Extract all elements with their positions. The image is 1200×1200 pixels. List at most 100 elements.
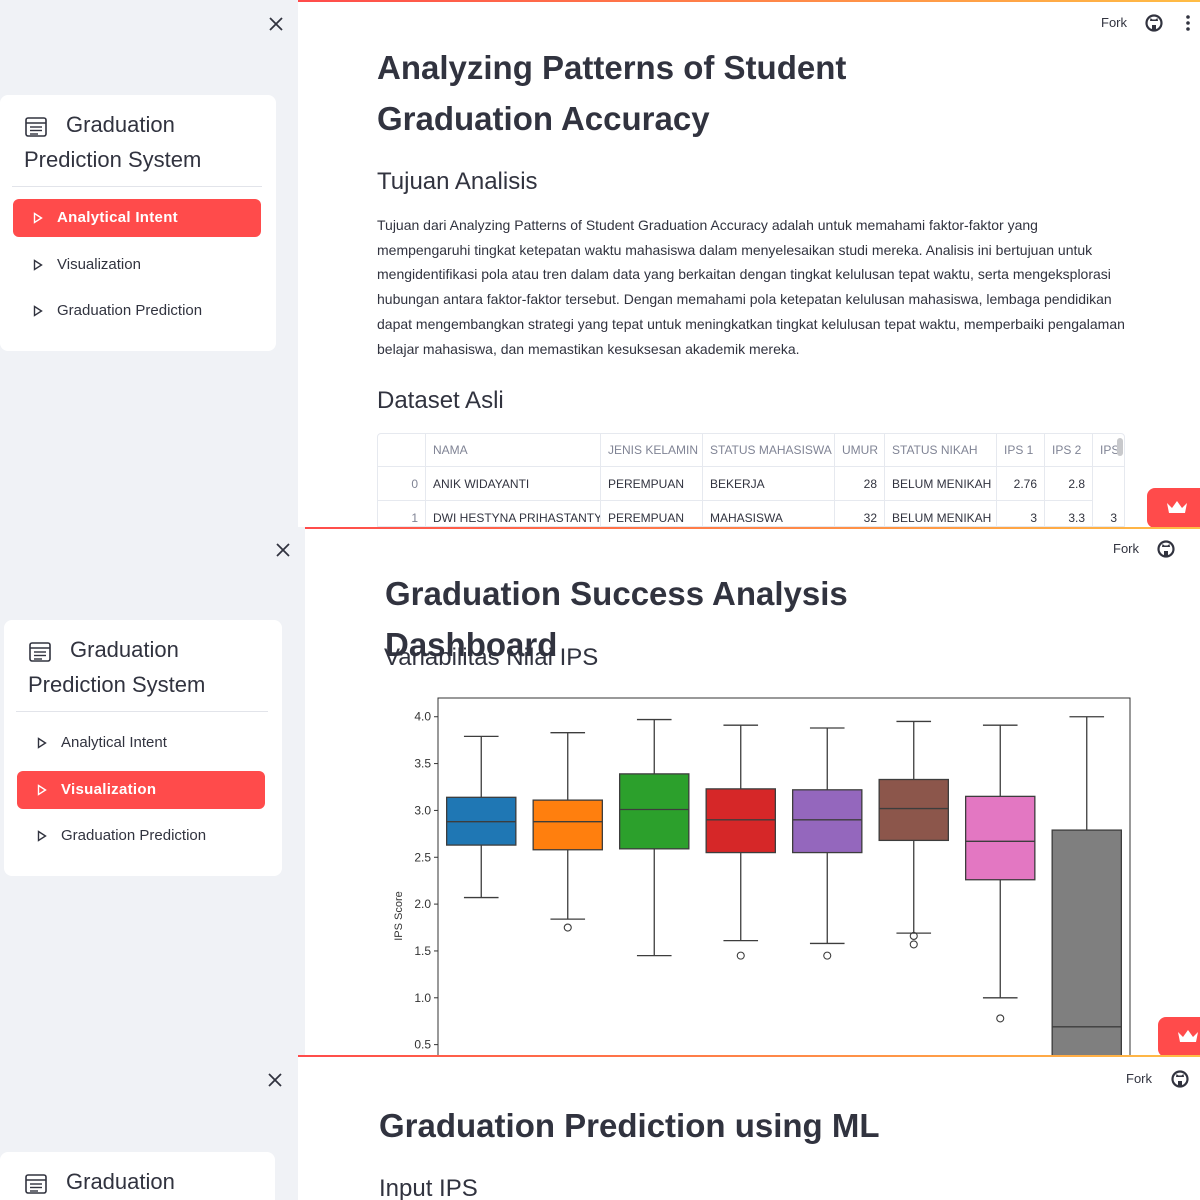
table-header: STATUS NIKAH [885,434,997,467]
table-cell: BELUM MENIKAH [885,501,997,526]
menu-arrow [37,783,47,796]
table-header: JENIS KELAMIN [601,434,703,467]
outlier [909,931,918,941]
divider [12,186,262,187]
table-cell: ANIK WIDAYANTI [426,467,601,501]
fork-link[interactable]: Fork [1113,541,1139,556]
table-cell: 32 [835,501,885,526]
menu-label: Graduation Prediction [57,302,203,319]
sidebar-title-block: Graduation [24,1164,254,1199]
outlier [736,951,745,960]
github-icon[interactable] [1145,14,1163,37]
box [791,789,863,854]
table-header: STATUS MAHASISWA [703,434,835,467]
data-table: NAMA JENIS KELAMIN STATUS MAHASISWA UMUR STA… [377,433,1125,527]
github-icon[interactable] [1157,540,1175,563]
menu-arrow [37,830,47,842]
outlier [563,923,572,932]
table-header: IPS [1093,434,1124,467]
menu-label: Analytical Intent [57,209,178,226]
page-title: Graduation Success Analysis Dashboard [385,575,848,663]
menu-arrow [37,737,47,749]
y-tick-label: 2.5 [414,850,431,864]
top-decoration [298,1055,1200,1057]
menu-arrow [33,305,43,317]
page-title: Analyzing Patterns of Student Graduation… [377,49,847,137]
table-header: IPS 1 [997,434,1045,467]
table-header: UMUR [835,434,885,467]
menu-label: Graduation Prediction [61,827,207,844]
box [965,795,1036,881]
sidebar-title: Graduation Prediction System [24,112,202,172]
sidebar-title: Graduation [66,1169,175,1194]
box [705,788,776,854]
menu-item[interactable]: Visualization [17,770,265,809]
top-decoration [305,527,1200,529]
menu-label: Visualization [61,780,157,798]
app-panel: Graduation Fork Graduation Prediction usin… [0,1055,1200,1200]
app-panel: Graduation Prediction System Analytical I… [0,527,1200,1055]
sidebar-card: Graduation Prediction System Analytical I… [0,95,276,351]
fork-link[interactable]: Fork [1101,15,1127,30]
table-header: NAMA [426,434,601,467]
table-corner [378,434,426,467]
fork-link[interactable]: Fork [1126,1071,1152,1086]
box [1051,829,1123,1055]
box [878,778,949,842]
y-tick-label: 1.0 [414,991,431,1005]
menu-item[interactable]: Visualization [13,246,261,284]
sidebar: Graduation Prediction System Analytical I… [0,527,305,1055]
sidebar-title-block: Graduation Prediction System [24,107,254,177]
outlier [909,940,918,949]
section-heading: Tujuan Analisis [377,168,538,195]
table-cell: 2.76 [997,467,1045,501]
menu-arrow [33,258,43,271]
table-header: IPS 2 [1045,434,1093,467]
table-cell: BELUM MENIKAH [885,467,997,501]
section-heading: Input IPS [379,1175,478,1200]
deploy-button[interactable] [1158,1017,1200,1055]
menu-label: Analytical Intent [61,734,167,751]
boxplot-chart: 0.5 1.0 1.5 2.0 2.5 3.0 3.5 4.0 IPS Score [393,697,1131,1055]
y-tick-label: 3.5 [414,757,431,771]
table-cell: 3.3 [1045,501,1093,526]
sidebar-card: Graduation Prediction System Analytical I… [4,620,282,876]
table-cell: BEKERJA [703,467,835,501]
github-icon[interactable] [1171,1070,1189,1093]
sidebar-title-block: Graduation Prediction System [28,632,258,702]
menu-item[interactable]: Analytical Intent [17,724,265,762]
sidebar: Graduation Prediction System Analytical I… [0,0,298,527]
close-button[interactable] [276,543,290,557]
deploy-button[interactable] [1147,488,1200,527]
close-button[interactable] [268,1073,282,1087]
box [618,773,690,850]
table-cell: PEREMPUAN [601,501,703,526]
top-decoration [298,0,1200,2]
table-cell: 0 [378,467,426,501]
app-icon [28,638,52,673]
menu-arrow [33,212,43,224]
table-cell: MAHASISWA [703,501,835,526]
table-cell: 28 [835,467,885,501]
menu-item[interactable]: Graduation Prediction [17,817,265,855]
close-button[interactable] [269,17,283,31]
table-cell: 1 [378,501,426,526]
app-panel: Graduation Prediction System Analytical I… [0,0,1200,527]
divider [16,711,268,712]
table-cell: DWI HESTYNA PRIHASTANTY [426,501,601,526]
scrollbar [1117,438,1123,456]
y-tick-label: 3.0 [414,803,431,817]
menu-item[interactable]: Analytical Intent [13,199,261,237]
menu-item[interactable]: Graduation Prediction [13,292,261,330]
sidebar: Graduation [0,1055,298,1200]
app-icon [24,1170,48,1200]
box [532,799,603,851]
y-tick-label: 2.0 [414,897,431,911]
table-cell: 2.8 [1045,467,1093,501]
sidebar-title: Graduation Prediction System [28,637,206,697]
menu-dots[interactable] [1185,14,1191,37]
section-heading: Variabilitas Nilai IPS [384,644,599,671]
y-axis-label: IPS Score [393,891,405,941]
paragraph: Tujuan dari Analyzing Patterns of Studen… [377,217,1125,357]
outlier [823,951,832,960]
